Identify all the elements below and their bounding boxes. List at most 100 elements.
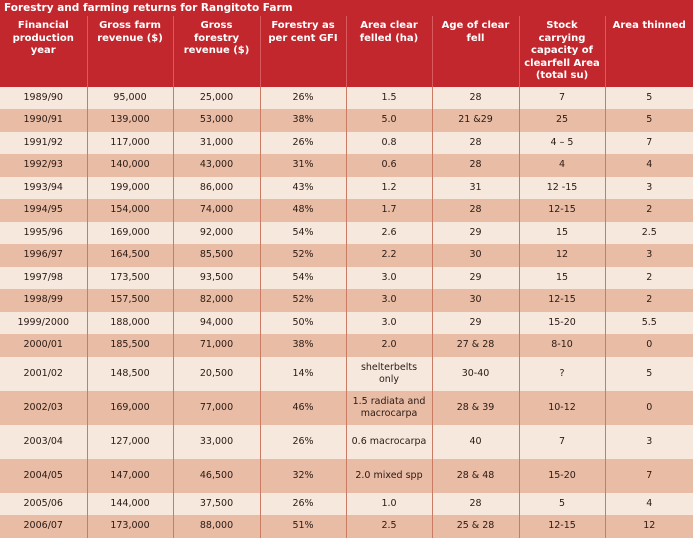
cell-age: 29 bbox=[431, 221, 519, 244]
cell-forestry-percent: 26% bbox=[259, 424, 346, 459]
cell-forestry-revenue: 37,500 bbox=[172, 492, 260, 515]
table-row: 2004/05 147,000 46,500 32% 2.0 mixed spp 28 &… bbox=[0, 458, 693, 493]
cell-area-thinned: 2 bbox=[604, 199, 693, 222]
header-area-thinned: Area thinned bbox=[604, 16, 693, 87]
cell-year: 1999/2000 bbox=[0, 311, 87, 334]
cell-area-felled: 1.5 radiata and macrocarpa bbox=[345, 390, 432, 425]
cell-forestry-percent: 46% bbox=[259, 390, 346, 425]
cell-age: 28 bbox=[431, 154, 519, 177]
cell-farm-revenue: 144,000 bbox=[86, 492, 173, 515]
table-row: 2006/07 173,000 88,000 51% 2.5 25 & 28 12-15 12 bbox=[0, 515, 693, 538]
cell-area-felled: 1.0 bbox=[345, 492, 432, 515]
cell-area-felled: 1.5 bbox=[345, 86, 432, 109]
cell-stock-capacity: 12-15 bbox=[518, 199, 605, 222]
cell-farm-revenue: 173,500 bbox=[86, 266, 173, 289]
table-row: 1998/99 157,500 82,000 52% 3.0 30 12-15 2 bbox=[0, 289, 693, 312]
cell-farm-revenue: 127,000 bbox=[86, 424, 173, 459]
cell-area-thinned: 0 bbox=[604, 334, 693, 357]
cell-year: 2001/02 bbox=[0, 356, 87, 391]
cell-forestry-revenue: 93,500 bbox=[172, 266, 260, 289]
cell-year: 2005/06 bbox=[0, 492, 87, 515]
returns-table: Financial production year Gross farm rev… bbox=[0, 16, 693, 538]
cell-area-thinned: 5 bbox=[604, 86, 693, 109]
cell-age: 30-40 bbox=[431, 356, 519, 391]
cell-forestry-percent: 43% bbox=[259, 176, 346, 199]
cell-year: 2004/05 bbox=[0, 458, 87, 493]
cell-year: 1998/99 bbox=[0, 289, 87, 312]
cell-forestry-percent: 52% bbox=[259, 244, 346, 267]
header-age-of-clear-fell: Age of clear fell bbox=[431, 16, 519, 87]
cell-year: 1996/97 bbox=[0, 244, 87, 267]
table-row: 2002/03 169,000 77,000 46% 1.5 radiata and m… bbox=[0, 390, 693, 425]
cell-forestry-revenue: 71,000 bbox=[172, 334, 260, 357]
cell-area-thinned: 3 bbox=[604, 244, 693, 267]
cell-forestry-percent: 14% bbox=[259, 356, 346, 391]
cell-age: 29 bbox=[431, 311, 519, 334]
cell-forestry-percent: 52% bbox=[259, 289, 346, 312]
cell-year: 1989/90 bbox=[0, 86, 87, 109]
cell-year: 2002/03 bbox=[0, 390, 87, 425]
cell-area-thinned: 4 bbox=[604, 492, 693, 515]
table-row: 2005/06 144,000 37,500 26% 1.0 28 5 4 bbox=[0, 492, 693, 515]
cell-forestry-percent: 26% bbox=[259, 131, 346, 154]
cell-area-thinned: 12 bbox=[604, 515, 693, 538]
cell-forestry-revenue: 46,500 bbox=[172, 458, 260, 493]
cell-farm-revenue: 169,000 bbox=[86, 390, 173, 425]
header-gross-farm-revenue: Gross farm revenue ($) bbox=[86, 16, 173, 87]
cell-stock-capacity: 15-20 bbox=[518, 458, 605, 493]
cell-year: 1993/94 bbox=[0, 176, 87, 199]
cell-stock-capacity: 12-15 bbox=[518, 515, 605, 538]
cell-stock-capacity: 15 bbox=[518, 266, 605, 289]
cell-farm-revenue: 188,000 bbox=[86, 311, 173, 334]
header-stock-carrying-capacity: Stock carrying capacity of clearfell Are… bbox=[518, 16, 605, 87]
cell-year: 1997/98 bbox=[0, 266, 87, 289]
cell-stock-capacity: 7 bbox=[518, 424, 605, 459]
cell-farm-revenue: 95,000 bbox=[86, 86, 173, 109]
cell-forestry-percent: 54% bbox=[259, 221, 346, 244]
table-row: 2003/04 127,000 33,000 26% 0.6 macrocarpa 40 7… bbox=[0, 424, 693, 459]
cell-forestry-percent: 50% bbox=[259, 311, 346, 334]
cell-area-felled: 3.0 bbox=[345, 311, 432, 334]
cell-forestry-revenue: 33,000 bbox=[172, 424, 260, 459]
cell-farm-revenue: 117,000 bbox=[86, 131, 173, 154]
cell-farm-revenue: 154,000 bbox=[86, 199, 173, 222]
cell-stock-capacity: ? bbox=[518, 356, 605, 391]
table-row: 1994/95 154,000 74,000 48% 1.7 28 12-15 2 bbox=[0, 199, 693, 222]
cell-age: 28 & 39 bbox=[431, 390, 519, 425]
table-row: 1996/97 164,500 85,500 52% 2.2 30 12 3 bbox=[0, 244, 693, 267]
cell-area-thinned: 4 bbox=[604, 154, 693, 177]
cell-area-thinned: 7 bbox=[604, 131, 693, 154]
cell-stock-capacity: 15-20 bbox=[518, 311, 605, 334]
cell-stock-capacity: 7 bbox=[518, 86, 605, 109]
cell-year: 1991/92 bbox=[0, 131, 87, 154]
cell-stock-capacity: 12 bbox=[518, 244, 605, 267]
cell-area-felled: 0.6 bbox=[345, 154, 432, 177]
cell-age: 28 & 48 bbox=[431, 458, 519, 493]
cell-area-felled: 2.0 bbox=[345, 334, 432, 357]
cell-stock-capacity: 15 bbox=[518, 221, 605, 244]
cell-age: 25 & 28 bbox=[431, 515, 519, 538]
cell-area-thinned: 5.5 bbox=[604, 311, 693, 334]
cell-farm-revenue: 173,000 bbox=[86, 515, 173, 538]
table-row: 1992/93 140,000 43,000 31% 0.6 28 4 4 bbox=[0, 154, 693, 177]
cell-area-felled: 1.7 bbox=[345, 199, 432, 222]
cell-forestry-revenue: 43,000 bbox=[172, 154, 260, 177]
cell-area-thinned: 5 bbox=[604, 356, 693, 391]
cell-forestry-revenue: 82,000 bbox=[172, 289, 260, 312]
cell-stock-capacity: 4 – 5 bbox=[518, 131, 605, 154]
cell-forestry-revenue: 77,000 bbox=[172, 390, 260, 425]
cell-stock-capacity: 8-10 bbox=[518, 334, 605, 357]
cell-farm-revenue: 139,000 bbox=[86, 109, 173, 132]
cell-area-felled: 5.0 bbox=[345, 109, 432, 132]
cell-farm-revenue: 147,000 bbox=[86, 458, 173, 493]
table-body: 1989/90 95,000 25,000 26% 1.5 28 7 5 1990/91 139,… bbox=[0, 86, 693, 538]
cell-forestry-revenue: 74,000 bbox=[172, 199, 260, 222]
cell-stock-capacity: 12-15 bbox=[518, 289, 605, 312]
cell-age: 21 &29 bbox=[431, 109, 519, 132]
cell-stock-capacity: 5 bbox=[518, 492, 605, 515]
cell-year: 2000/01 bbox=[0, 334, 87, 357]
cell-area-felled: 3.0 bbox=[345, 289, 432, 312]
table-row: 1997/98 173,500 93,500 54% 3.0 29 15 2 bbox=[0, 266, 693, 289]
cell-farm-revenue: 148,500 bbox=[86, 356, 173, 391]
cell-age: 30 bbox=[431, 244, 519, 267]
